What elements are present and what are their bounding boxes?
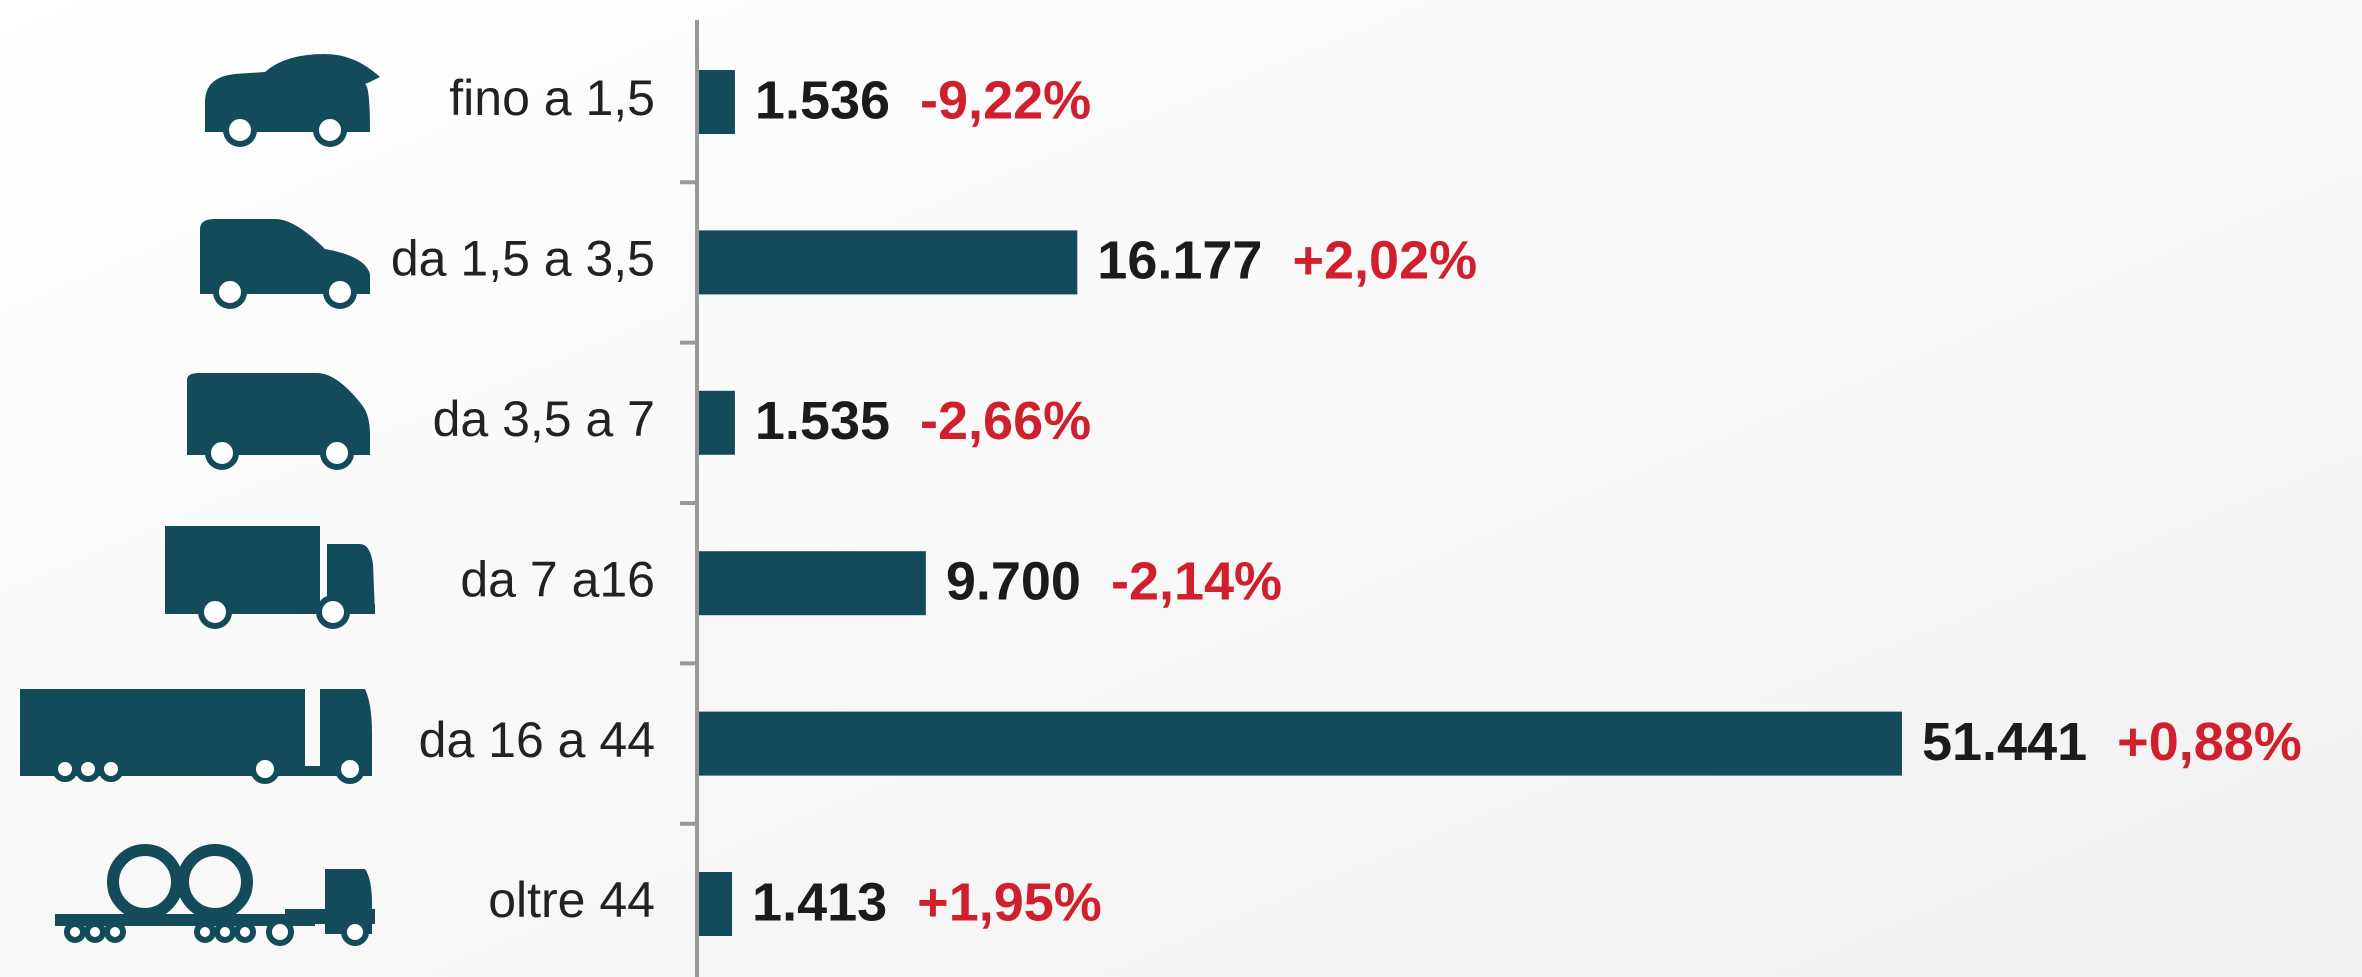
category-label: da 3,5 a 7 xyxy=(433,391,655,447)
change-label: +2,02% xyxy=(1292,231,1477,291)
category-label: oltre 44 xyxy=(488,872,655,928)
category-label: fino a 1,5 xyxy=(449,70,655,126)
value-label: 16.177 xyxy=(1097,231,1262,291)
change-label: -2,14% xyxy=(1111,551,1282,611)
value-label: 1.413 xyxy=(752,872,887,932)
bar xyxy=(699,551,926,616)
value-label: 9.700 xyxy=(946,551,1081,611)
value-label: 51.441 xyxy=(1922,712,2087,772)
bar xyxy=(699,230,1078,295)
icon-heavy-transport xyxy=(55,844,375,946)
icon-car xyxy=(205,54,380,147)
change-label: -9,22% xyxy=(920,70,1091,130)
icon-semi-truck xyxy=(20,689,372,784)
icon-truck xyxy=(165,526,375,629)
category-label: da 16 a 44 xyxy=(419,712,655,768)
icon-van-small xyxy=(200,219,370,309)
bar xyxy=(699,872,733,936)
category-label: da 1,5 a 3,5 xyxy=(391,231,655,287)
category-label: da 7 a16 xyxy=(460,551,655,607)
bar xyxy=(699,390,735,455)
icon-van-large xyxy=(187,373,370,470)
value-label: 1.536 xyxy=(755,70,890,130)
value-label: 1.535 xyxy=(755,391,890,451)
change-label: +0,88% xyxy=(2117,712,2302,772)
change-label: +1,95% xyxy=(917,872,1102,932)
change-label: -2,66% xyxy=(920,391,1091,451)
bar xyxy=(699,711,1902,776)
bar xyxy=(699,70,735,134)
